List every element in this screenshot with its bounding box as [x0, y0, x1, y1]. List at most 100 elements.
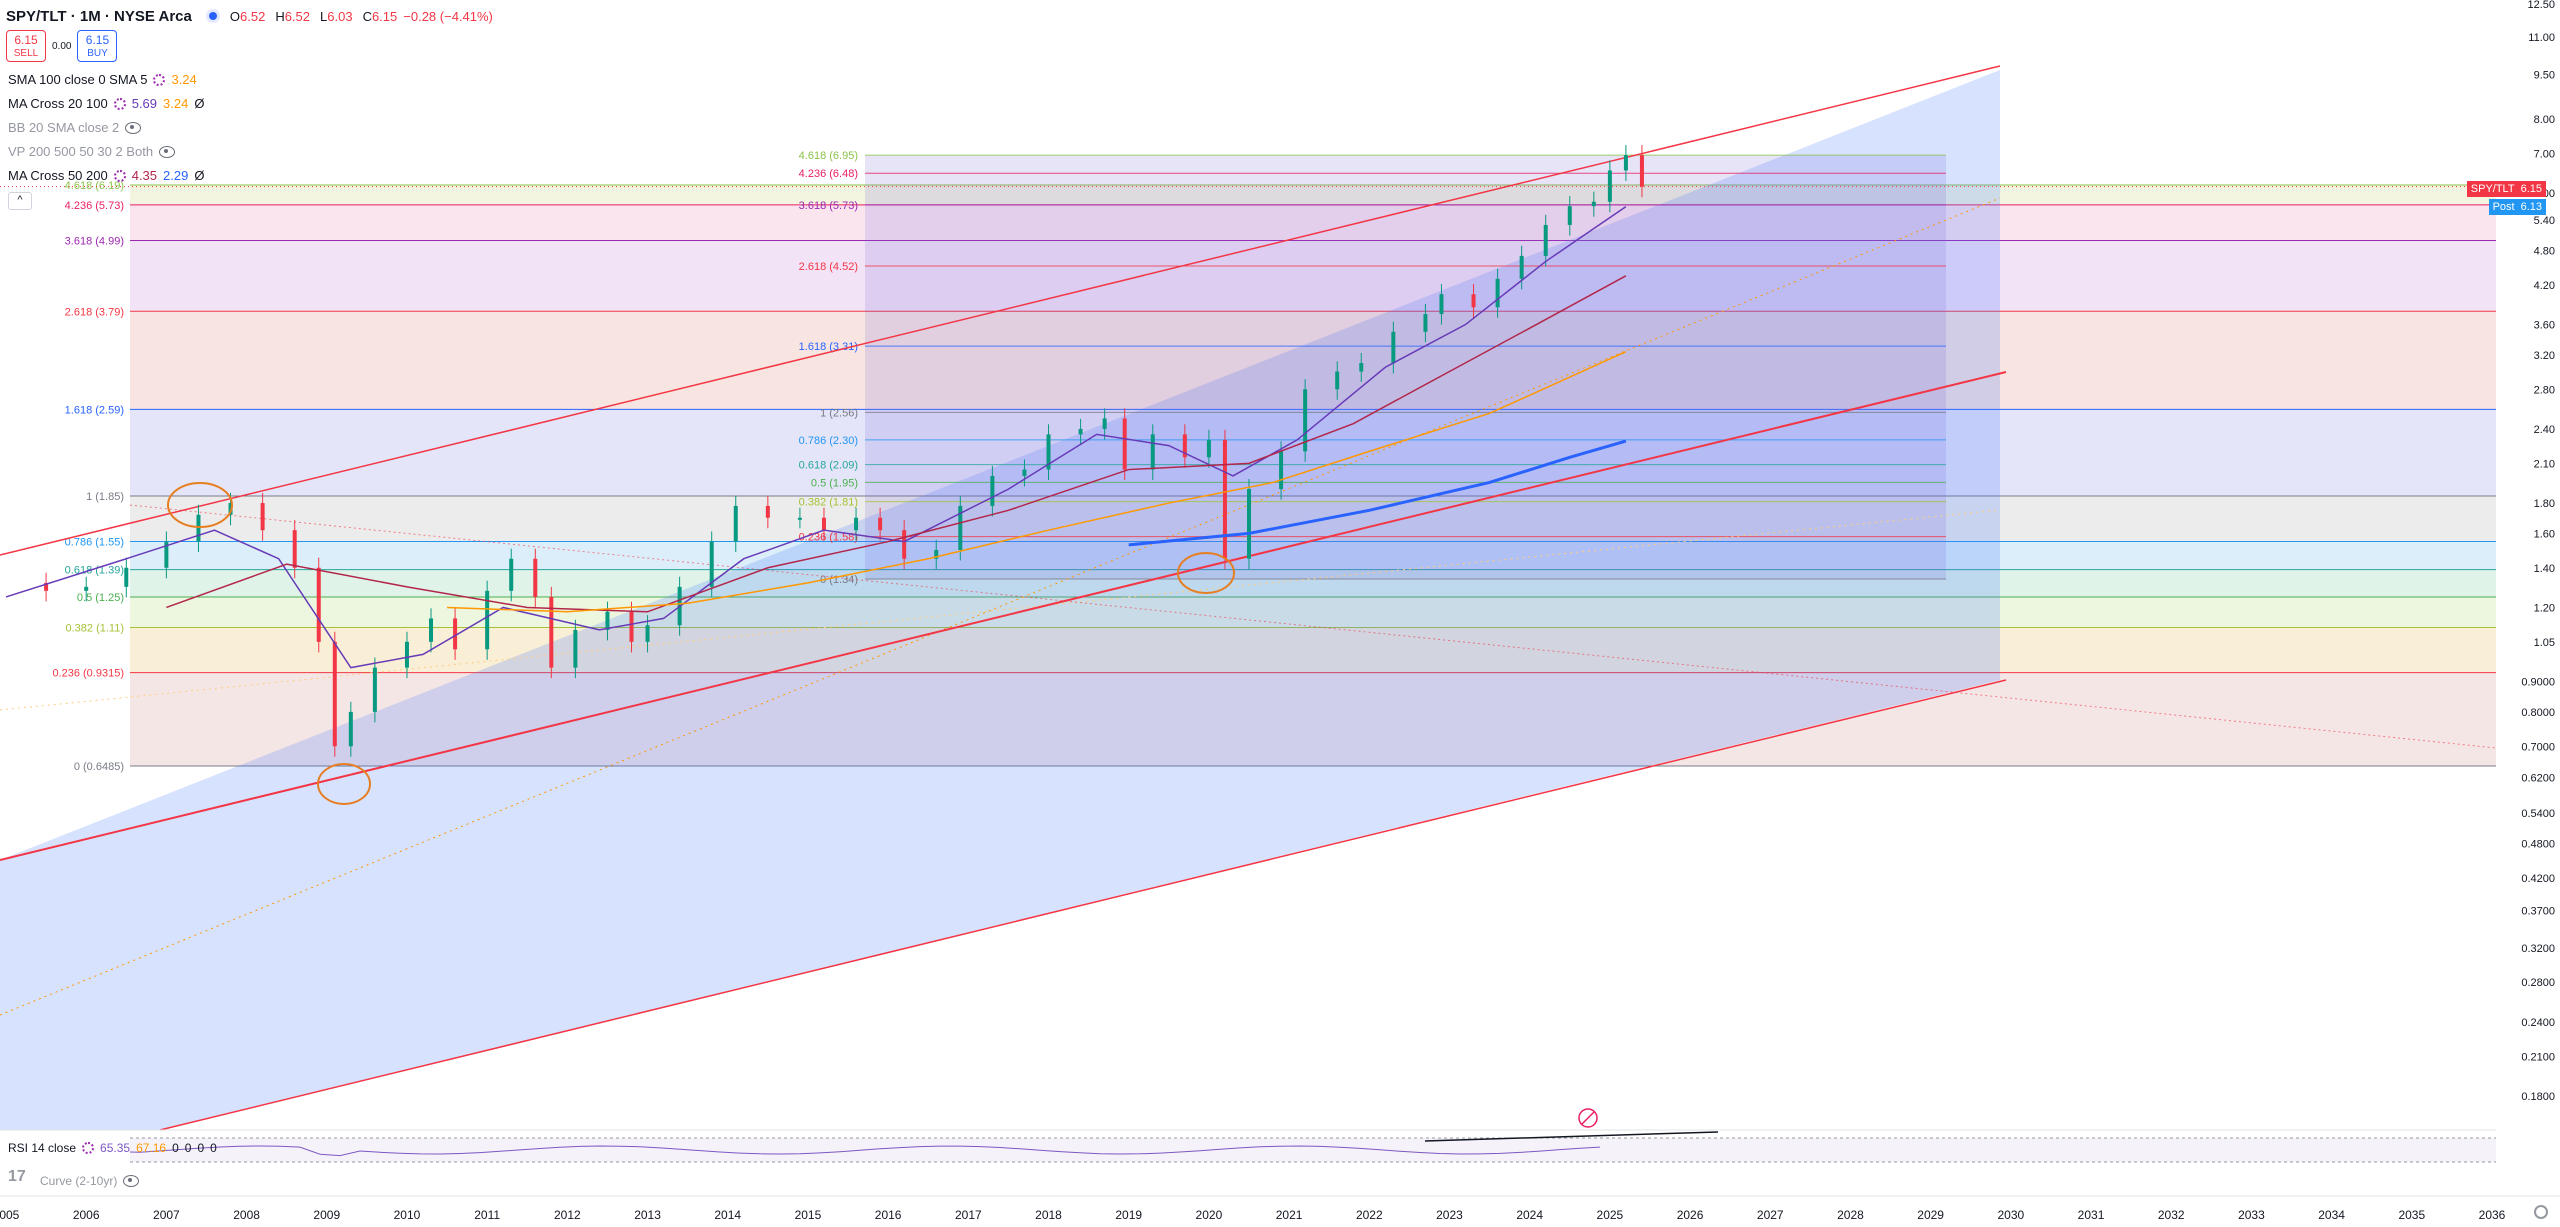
price-axis-label: 2.10	[2534, 458, 2555, 470]
ma-20-line	[5, 206, 1627, 669]
post-price-value: 6.13	[2520, 201, 2542, 213]
symbol-legend: SPY/TLT · 1M · NYSE Arca O 6.52 H 6.52 L 6.…	[6, 4, 493, 28]
alert-flag-icon	[1581, 1111, 1595, 1125]
candle-body	[733, 505, 738, 542]
time-axis-label: 2030	[1997, 1208, 2024, 1222]
time-axis-label: 2025	[1597, 1208, 1624, 1222]
curve-name: Curve (2-10yr)	[40, 1174, 118, 1188]
eye-icon[interactable]	[159, 145, 176, 158]
fib-small-label: 1.618 (3.31)	[799, 341, 858, 353]
collapse-chevron-icon[interactable]: ^	[8, 192, 32, 210]
fib-level-label: 4.236 (5.73)	[65, 200, 124, 212]
fib-level-label: 2.618 (3.79)	[65, 306, 124, 318]
candle-body	[1022, 469, 1027, 476]
candle-body	[573, 629, 578, 668]
last-price-value: 6.15	[2520, 183, 2542, 195]
price-axis-label: 4.80	[2534, 245, 2555, 257]
time-axis-label: 2008	[233, 1208, 260, 1222]
chart-settings-icon[interactable]	[2534, 1205, 2548, 1219]
indicator-ma-cross-20-100[interactable]: MA Cross 20 100 5.69 3.24 Ø	[8, 96, 204, 111]
candle-body	[1471, 294, 1476, 308]
candle-body	[549, 596, 554, 668]
candle-body	[1423, 314, 1428, 332]
indicator-value: 4.35	[131, 168, 158, 183]
symbol-title[interactable]: SPY/TLT · 1M · NYSE Arca	[6, 7, 192, 25]
close-value: 6.15	[371, 8, 398, 24]
dotted-trendline	[129, 504, 2497, 749]
channel-fill	[0, 70, 2000, 1130]
sell-button[interactable]: 6.15 SELL	[6, 30, 46, 62]
settings-gear-icon[interactable]	[82, 1142, 95, 1154]
buy-button[interactable]: 6.15 BUY	[77, 30, 118, 62]
indicator-ma-cross-50-200[interactable]: MA Cross 50 200 4.35 2.29 Ø	[8, 168, 204, 183]
price-axis-label: 0.1800	[2521, 1091, 2555, 1103]
candle-body	[821, 517, 826, 531]
fib-band	[130, 627, 2496, 673]
curve-legend[interactable]: Curve (2-10yr)	[40, 1174, 140, 1188]
time-axis-label: 2035	[2398, 1208, 2425, 1222]
candle-body	[84, 586, 89, 591]
buy-price: 6.15	[85, 33, 110, 47]
live-status-icon	[205, 9, 220, 23]
price-axis-label: 7.00	[2534, 148, 2555, 160]
rsi-name: RSI 14 close	[8, 1141, 77, 1155]
fib-small-label: 0.382 (1.81)	[799, 497, 858, 509]
indicator-vp-200[interactable]: VP 200 500 50 30 2 Both	[8, 144, 176, 159]
settings-gear-icon[interactable]	[113, 97, 126, 110]
rsi-value: 0	[184, 1141, 192, 1155]
rsi-value: 0	[210, 1141, 217, 1155]
time-axis-label: 2019	[1115, 1208, 1142, 1222]
candle-body	[878, 517, 883, 531]
price-axis-label: 1.40	[2534, 563, 2555, 575]
price-axis-label: 2.40	[2534, 424, 2555, 436]
sell-price: 6.15	[14, 33, 38, 47]
candle-body	[902, 530, 907, 559]
settings-gear-icon[interactable]	[113, 169, 126, 182]
candle-body	[1078, 428, 1083, 435]
candle-body	[1391, 331, 1396, 364]
candle-body	[1206, 439, 1211, 458]
rsi-value: 65.35	[100, 1141, 131, 1155]
candle-body	[605, 611, 610, 630]
candle-body	[44, 582, 49, 591]
annotation-circle	[167, 482, 233, 528]
channel-lower-line	[159, 679, 2007, 1131]
fib-level-label: 0.5 (1.25)	[77, 592, 124, 604]
tradingview-logo-icon[interactable]: 17	[8, 1168, 26, 1185]
fib-level-label: 0.236 (0.9315)	[52, 668, 124, 680]
indicator-sma-100[interactable]: SMA 100 close 0 SMA 5 3.24	[8, 72, 197, 87]
fib-small-label: 0 (1.34)	[820, 574, 858, 586]
eye-icon[interactable]	[123, 1175, 140, 1187]
candle-body	[292, 530, 297, 568]
indicator-name: VP 200 500 50 30 2 Both	[8, 144, 154, 159]
candle-body	[645, 625, 650, 642]
time-axis-label: 2027	[1757, 1208, 1784, 1222]
indicator-value: Ø	[194, 96, 205, 111]
rsi-legend[interactable]: RSI 14 close 65.35 67.16 0 0 0 0	[8, 1141, 217, 1155]
indicator-bb-20[interactable]: BB 20 SMA close 2	[8, 120, 142, 135]
candle-body	[629, 611, 634, 642]
candle-body	[1279, 451, 1284, 490]
candle-body	[1639, 155, 1644, 187]
candle-body	[316, 567, 321, 642]
open-label: O	[229, 8, 240, 24]
price-axis-label: 0.8000	[2521, 707, 2555, 719]
eye-icon[interactable]	[125, 121, 142, 134]
settings-gear-icon[interactable]	[153, 73, 166, 86]
time-axis-label: 2020	[1196, 1208, 1223, 1222]
candle-body	[509, 558, 514, 591]
price-axis-label: 3.60	[2534, 320, 2555, 332]
annotation-circle	[317, 763, 371, 805]
time-axis-label: 2032	[2158, 1208, 2185, 1222]
indicator-value: 3.24	[171, 72, 197, 87]
candle-body	[1122, 418, 1127, 470]
fib-small-label: 3.618 (5.73)	[799, 200, 858, 212]
fib-small-label: 4.618 (6.95)	[799, 150, 858, 162]
fib-level-label: 0.786 (1.55)	[65, 537, 124, 549]
time-axis-label: 2007	[153, 1208, 180, 1222]
price-axis-label: 0.6200	[2521, 773, 2555, 785]
price-axis-label: 0.5400	[2521, 808, 2555, 820]
